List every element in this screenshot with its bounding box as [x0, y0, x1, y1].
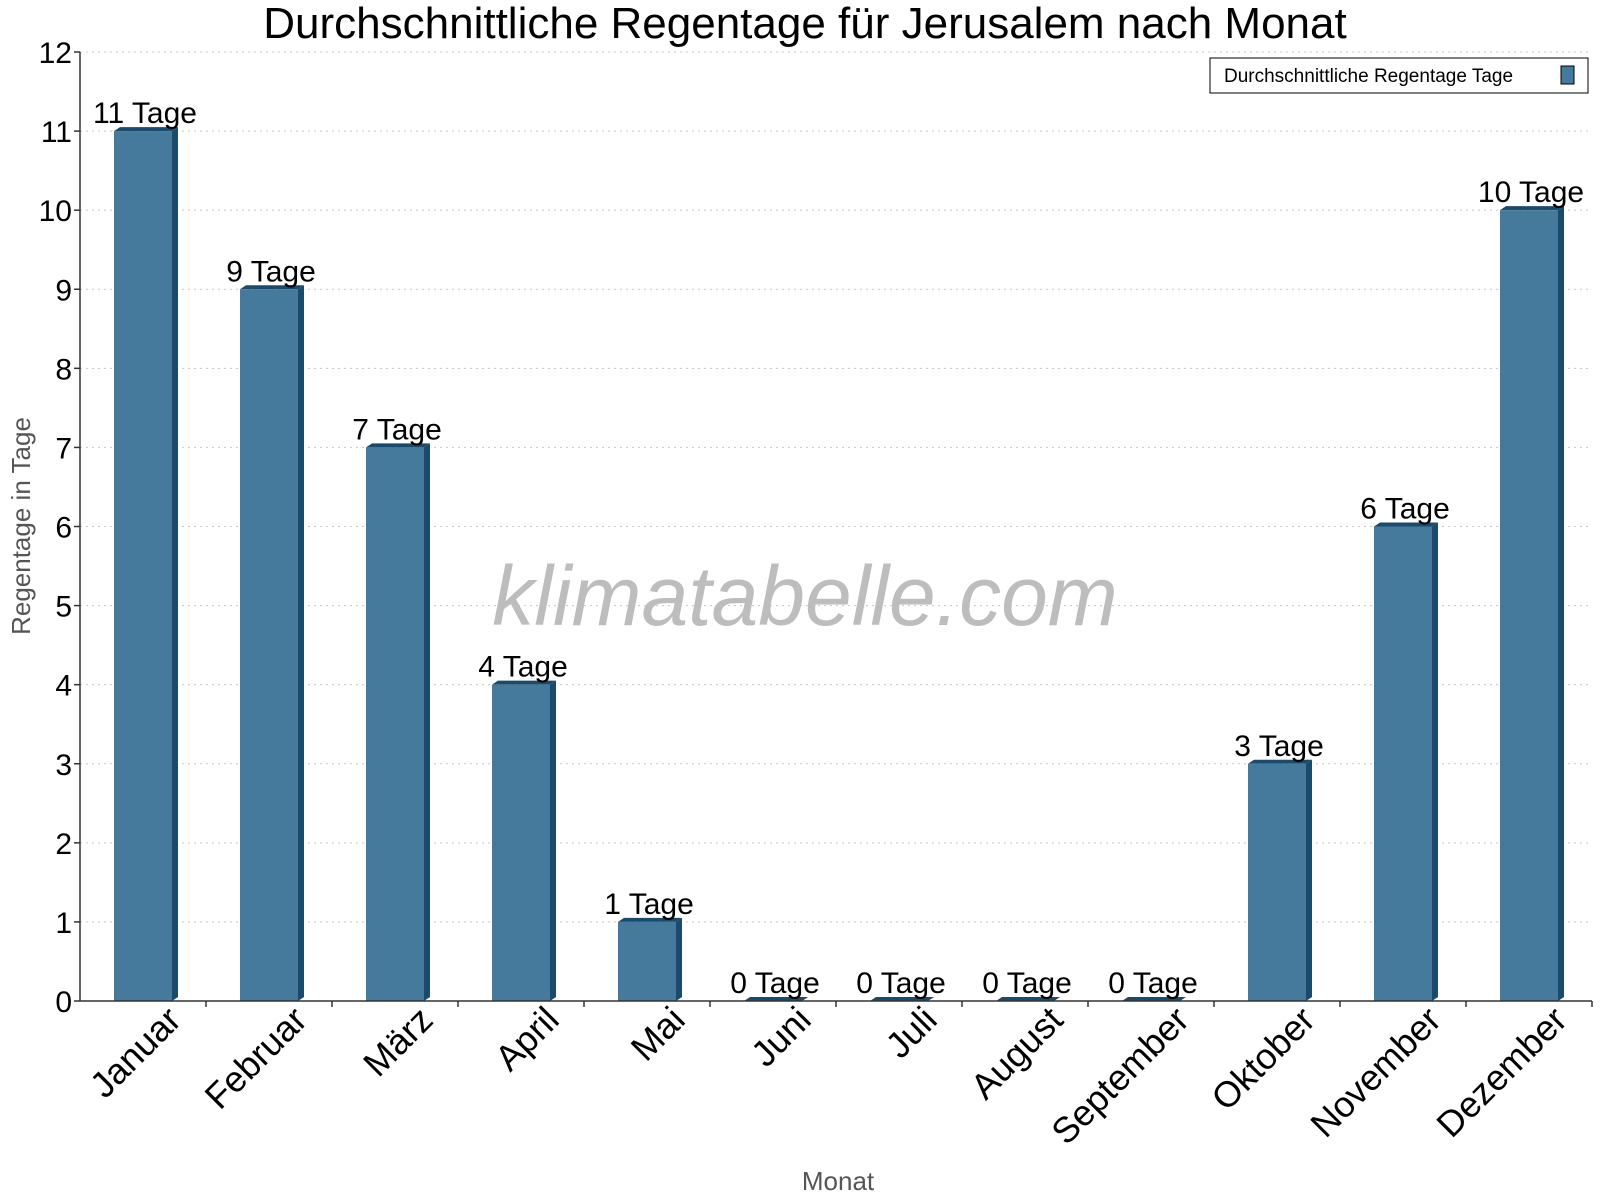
- bar-top: [618, 917, 682, 922]
- bar-top: [996, 997, 1060, 1001]
- y-tick-label: 8: [55, 353, 72, 386]
- bar-top: [1374, 522, 1438, 527]
- x-tick-label: September: [1043, 999, 1197, 1153]
- x-tick-label: Juni: [743, 999, 819, 1075]
- bar: [618, 921, 676, 1001]
- bar-top: [240, 285, 304, 290]
- x-tick-labels: Januar Februar März April Mai Juni Juli AugustS…: [82, 999, 1593, 1153]
- y-tick-label: 12: [39, 37, 72, 70]
- x-tick-label: Februar: [197, 999, 315, 1117]
- y-tick-label: 0: [55, 986, 72, 1019]
- bar-top: [366, 443, 430, 448]
- y-tick-label: 7: [55, 432, 72, 465]
- bar-side: [298, 285, 304, 1001]
- legend-box: [1209, 57, 1589, 94]
- bar-side: [1432, 522, 1438, 1001]
- x-axis-title: Monat: [802, 1166, 875, 1196]
- chart-title: Durchschnittliche Regentage für Jerusale…: [263, 0, 1346, 48]
- bar-side: [1558, 206, 1564, 1001]
- data-label: 10 Tage: [1478, 176, 1584, 209]
- x-tick-label: April: [487, 999, 567, 1079]
- legend: Durchschnittliche Regentage Tage: [1209, 57, 1589, 94]
- y-tick-label: 4: [55, 670, 72, 703]
- y-tick-label: 2: [55, 828, 72, 861]
- bar: [1374, 526, 1432, 1001]
- data-label: 4 Tage: [478, 651, 568, 684]
- bar-side: [172, 127, 178, 1002]
- data-label: 0 Tage: [1108, 967, 1198, 1000]
- bar-top: [1122, 997, 1186, 1001]
- bar: [240, 289, 298, 1001]
- bar-top: [1248, 759, 1312, 764]
- data-label: 3 Tage: [1234, 730, 1324, 763]
- bar-top: [492, 680, 556, 685]
- data-label: 11 Tage: [93, 97, 197, 130]
- legend-label: Durchschnittliche Regentage Tage: [1224, 66, 1513, 87]
- y-tick-label: 6: [55, 512, 72, 545]
- bar-top: [114, 127, 178, 132]
- data-label: 6 Tage: [1360, 493, 1450, 526]
- legend-swatch: [1560, 65, 1575, 85]
- x-tick-label: Oktober: [1203, 999, 1323, 1119]
- y-tick-label: 10: [39, 195, 72, 228]
- bar: [366, 447, 424, 1002]
- y-tick-label: 1: [55, 907, 72, 940]
- data-label: 0 Tage: [730, 967, 820, 1000]
- bar-side: [676, 917, 682, 1001]
- x-tick-label: November: [1302, 999, 1448, 1145]
- bar: [1500, 210, 1558, 1001]
- x-tick-label: Januar: [82, 999, 189, 1106]
- bar-top: [744, 997, 808, 1001]
- bar: [114, 131, 172, 1002]
- x-tick-label: Dezember: [1428, 999, 1574, 1145]
- bar-top: [870, 997, 934, 1001]
- data-labels: 11 Tage 9 Tage 7 Tage 4 Tage 1 Tage 0 Tage 0 T…: [93, 97, 1584, 1000]
- bar-top: [1500, 206, 1564, 211]
- y-tick-label: 9: [55, 274, 72, 307]
- data-label: 1 Tage: [604, 888, 694, 921]
- bar: [1248, 763, 1306, 1001]
- y-tick-label: 3: [55, 749, 72, 782]
- data-label: 0 Tage: [982, 967, 1072, 1000]
- data-label: 9 Tage: [226, 255, 316, 288]
- data-label: 0 Tage: [856, 967, 946, 1000]
- bars: [114, 127, 1564, 1002]
- y-axis-title: Regentage in Tage: [6, 417, 36, 635]
- bar: [492, 684, 550, 1001]
- bar-side: [550, 680, 556, 1001]
- x-tick-label: August: [962, 999, 1070, 1107]
- x-tick-label: Juli: [877, 999, 944, 1066]
- data-label: 7 Tage: [352, 413, 442, 446]
- y-tick-label: 5: [55, 591, 72, 624]
- x-tick-label: März: [355, 999, 441, 1085]
- x-tick-label: Mai: [623, 999, 693, 1069]
- grid-lines: [80, 51, 1592, 923]
- y-tick-label: 11: [41, 116, 72, 149]
- bar-side: [424, 443, 430, 1002]
- watermark: klimatabelle.com: [492, 549, 1118, 643]
- bar-side: [1306, 759, 1312, 1001]
